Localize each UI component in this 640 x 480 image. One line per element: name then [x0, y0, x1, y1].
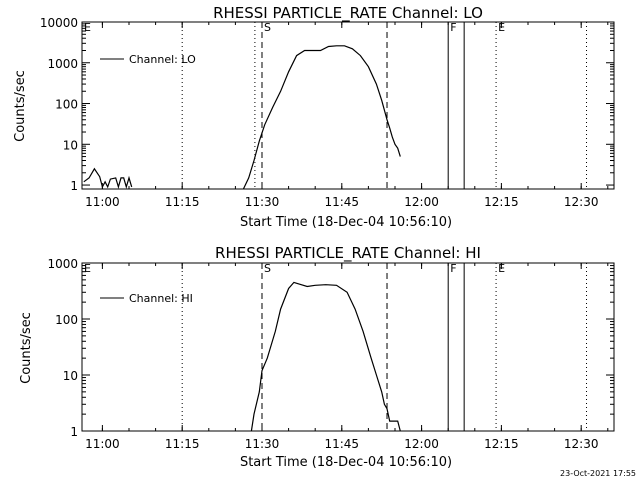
event-marker-label: E	[84, 21, 91, 34]
event-marker-label: F	[450, 21, 456, 34]
chart-title: RHESSI PARTICLE_RATE Channel: LO	[213, 4, 483, 23]
series-line	[83, 167, 133, 190]
legend-label: Channel: LO	[129, 53, 196, 66]
x-tick-label: 12:00	[404, 437, 439, 451]
event-marker-label: S	[264, 262, 271, 275]
x-tick-label: 11:30	[245, 195, 280, 209]
x-tick-label: 11:15	[165, 195, 200, 209]
x-tick-label: 11:45	[324, 437, 359, 451]
x-tick-label: 12:30	[564, 195, 599, 209]
series-line	[250, 281, 401, 432]
y-tick-label: 10	[63, 138, 78, 152]
event-marker-label: E	[498, 21, 505, 34]
series-line	[242, 45, 401, 190]
y-tick-label: 1	[70, 425, 78, 439]
x-tick-label: 11:00	[85, 437, 120, 451]
legend-label: Channel: HI	[129, 292, 193, 305]
chart-title: RHESSI PARTICLE_RATE Channel: HI	[215, 244, 481, 263]
chart-panel-lo: RHESSI PARTICLE_RATE Channel: LO Counts/…	[13, 4, 615, 230]
x-axis-label: Start Time (18-Dec-04 10:56:10)	[240, 215, 452, 230]
x-tick-label: 12:15	[484, 195, 519, 209]
x-tick-label: 11:45	[324, 195, 359, 209]
x-tick-label: 11:30	[245, 437, 280, 451]
y-axis-label: Counts/sec	[13, 70, 28, 142]
x-tick-label: 12:15	[484, 437, 519, 451]
x-tick-label: 11:15	[165, 437, 200, 451]
y-tick-label: 1000	[47, 257, 78, 271]
chart-panel-hi: RHESSI PARTICLE_RATE Channel: HI Counts/…	[19, 244, 615, 470]
event-marker-label: S	[264, 21, 271, 34]
x-tick-label: 11:00	[85, 195, 120, 209]
y-tick-label: 100	[55, 313, 78, 327]
event-marker-label: E	[84, 262, 91, 275]
y-tick-label: 1000	[47, 57, 78, 71]
y-tick-label: 10000	[40, 16, 78, 30]
plot-frame	[81, 262, 615, 432]
legend: Channel: LO	[100, 53, 196, 66]
x-axis-label: Start Time (18-Dec-04 10:56:10)	[240, 455, 452, 470]
event-marker-label: E	[498, 262, 505, 275]
y-tick-label: 1	[70, 179, 78, 193]
legend: Channel: HI	[100, 292, 193, 305]
y-tick-label: 100	[55, 98, 78, 112]
y-tick-label: 10	[63, 369, 78, 383]
event-marker-label: F	[450, 262, 456, 275]
x-tick-label: 12:00	[404, 195, 439, 209]
x-tick-label: 12:30	[564, 437, 599, 451]
y-axis-label: Counts/sec	[19, 312, 34, 384]
plot-date-stamp: 23-Oct-2021 17:55	[560, 469, 636, 478]
